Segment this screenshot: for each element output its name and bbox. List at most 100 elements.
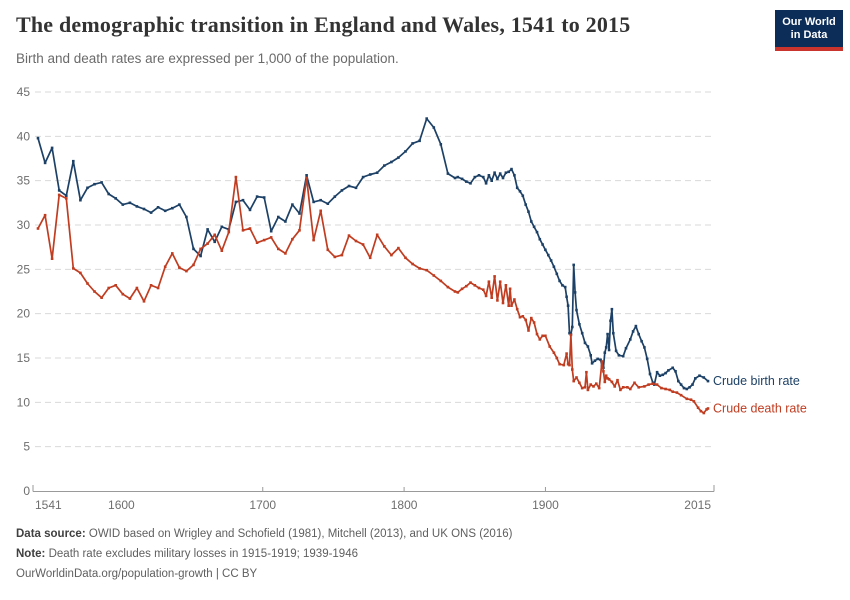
data-point-marker [643,385,646,388]
data-point-marker [677,379,680,383]
data-point-marker [566,362,570,366]
data-point-marker [142,207,146,211]
data-point-marker [291,203,294,206]
data-point-marker [234,200,238,204]
data-point-marker [597,386,601,390]
data-point-marker [648,372,652,376]
data-point-marker [563,285,567,289]
data-point-marker [685,387,689,391]
data-point-marker [580,331,584,335]
data-point-marker [255,195,259,198]
data-point-marker [368,256,372,260]
data-point-marker [312,200,315,204]
data-point-marker [510,304,513,307]
data-point-marker [565,295,568,299]
data-point-marker [572,379,575,383]
y-tick-label: 10 [17,395,31,409]
data-point-marker [248,208,252,212]
data-point-marker [643,346,646,349]
data-point-marker [621,386,625,389]
data-point-marker [558,362,561,366]
data-point-marker [513,298,516,301]
data-point-marker [586,345,590,348]
data-point-marker [128,201,132,205]
data-point-marker [562,363,566,367]
data-point-marker [262,196,266,199]
data-point-marker [114,284,117,287]
data-point-marker [107,286,110,290]
data-point-marker [535,332,539,336]
data-point-marker [72,159,75,163]
data-point-marker [661,373,665,377]
data-point-marker [530,220,533,223]
data-point-marker [575,376,578,379]
data-point-marker [248,227,252,230]
data-point-marker [390,160,393,164]
data-point-marker [432,274,436,277]
data-point-marker [589,383,592,386]
data-point-marker [603,380,607,384]
x-tick-label: 1600 [108,498,135,512]
data-point-marker [668,388,672,392]
data-point-marker [473,284,477,287]
data-point-marker [262,238,266,242]
data-point-marker [100,296,103,299]
note-text: Death rate excludes military losses in 1… [48,548,358,560]
data-point-marker [626,386,629,389]
data-point-marker [498,172,502,175]
data-point-marker [79,271,82,275]
data-point-marker [583,386,587,389]
data-point-marker [199,247,202,251]
data-point-marker [333,255,337,259]
data-point-marker [418,267,421,270]
crude-birth-rate-markers [36,117,710,391]
data-point-marker [220,249,224,252]
data-point-marker [50,146,54,150]
data-point-marker [607,348,611,352]
data-point-marker [135,286,139,290]
data-point-marker [504,284,508,287]
data-point-marker [706,407,710,410]
chart-footer: Data source: OWID based on Wrigley and S… [16,528,816,588]
data-point-marker [524,318,527,322]
data-point-marker [573,291,577,294]
data-point-marker [609,319,612,323]
data-source-text: OWID based on Wrigley and Schofield (198… [88,528,513,540]
data-point-marker [590,362,594,365]
data-point-marker [647,383,650,386]
data-point-marker [629,338,632,341]
crude-death-rate-markers [36,175,710,415]
owid-logo-line2: in Data [790,29,828,41]
data-point-marker [664,371,667,375]
data-point-marker [586,388,590,392]
data-point-marker [585,370,588,374]
data-point-marker [604,346,608,349]
data-point-marker [578,323,581,326]
data-point-marker [555,356,559,360]
data-point-marker [515,307,519,311]
data-point-marker [93,290,96,293]
data-point-marker [185,215,188,219]
data-point-marker [606,332,609,336]
data-point-marker [234,175,238,179]
data-point-marker [347,234,351,237]
data-point-marker [548,345,551,348]
x-tick-label: 1800 [391,498,418,512]
y-tick-label: 0 [23,484,30,498]
data-source-line: Data source: OWID based on Wrigley and S… [16,528,816,541]
data-point-marker [93,182,96,186]
data-point-marker [425,117,428,120]
y-tick-label: 35 [17,174,31,188]
data-point-marker [599,358,602,362]
data-point-marker [547,253,550,257]
data-point-marker [305,176,308,180]
data-point-marker [496,177,499,181]
data-point-marker [624,346,628,350]
data-point-marker [527,210,530,213]
data-point-marker [613,385,616,388]
data-point-marker [383,164,386,167]
data-point-marker [629,387,632,391]
data-point-marker [501,301,505,305]
data-point-marker [490,179,493,182]
